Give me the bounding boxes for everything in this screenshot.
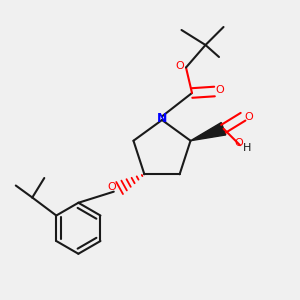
- Text: O: O: [215, 85, 224, 95]
- Text: H: H: [242, 143, 251, 153]
- Text: O: O: [234, 138, 243, 148]
- Text: O: O: [244, 112, 253, 122]
- Text: O: O: [108, 182, 116, 192]
- Text: N: N: [157, 112, 167, 125]
- Text: O: O: [175, 61, 184, 71]
- Polygon shape: [190, 122, 226, 141]
